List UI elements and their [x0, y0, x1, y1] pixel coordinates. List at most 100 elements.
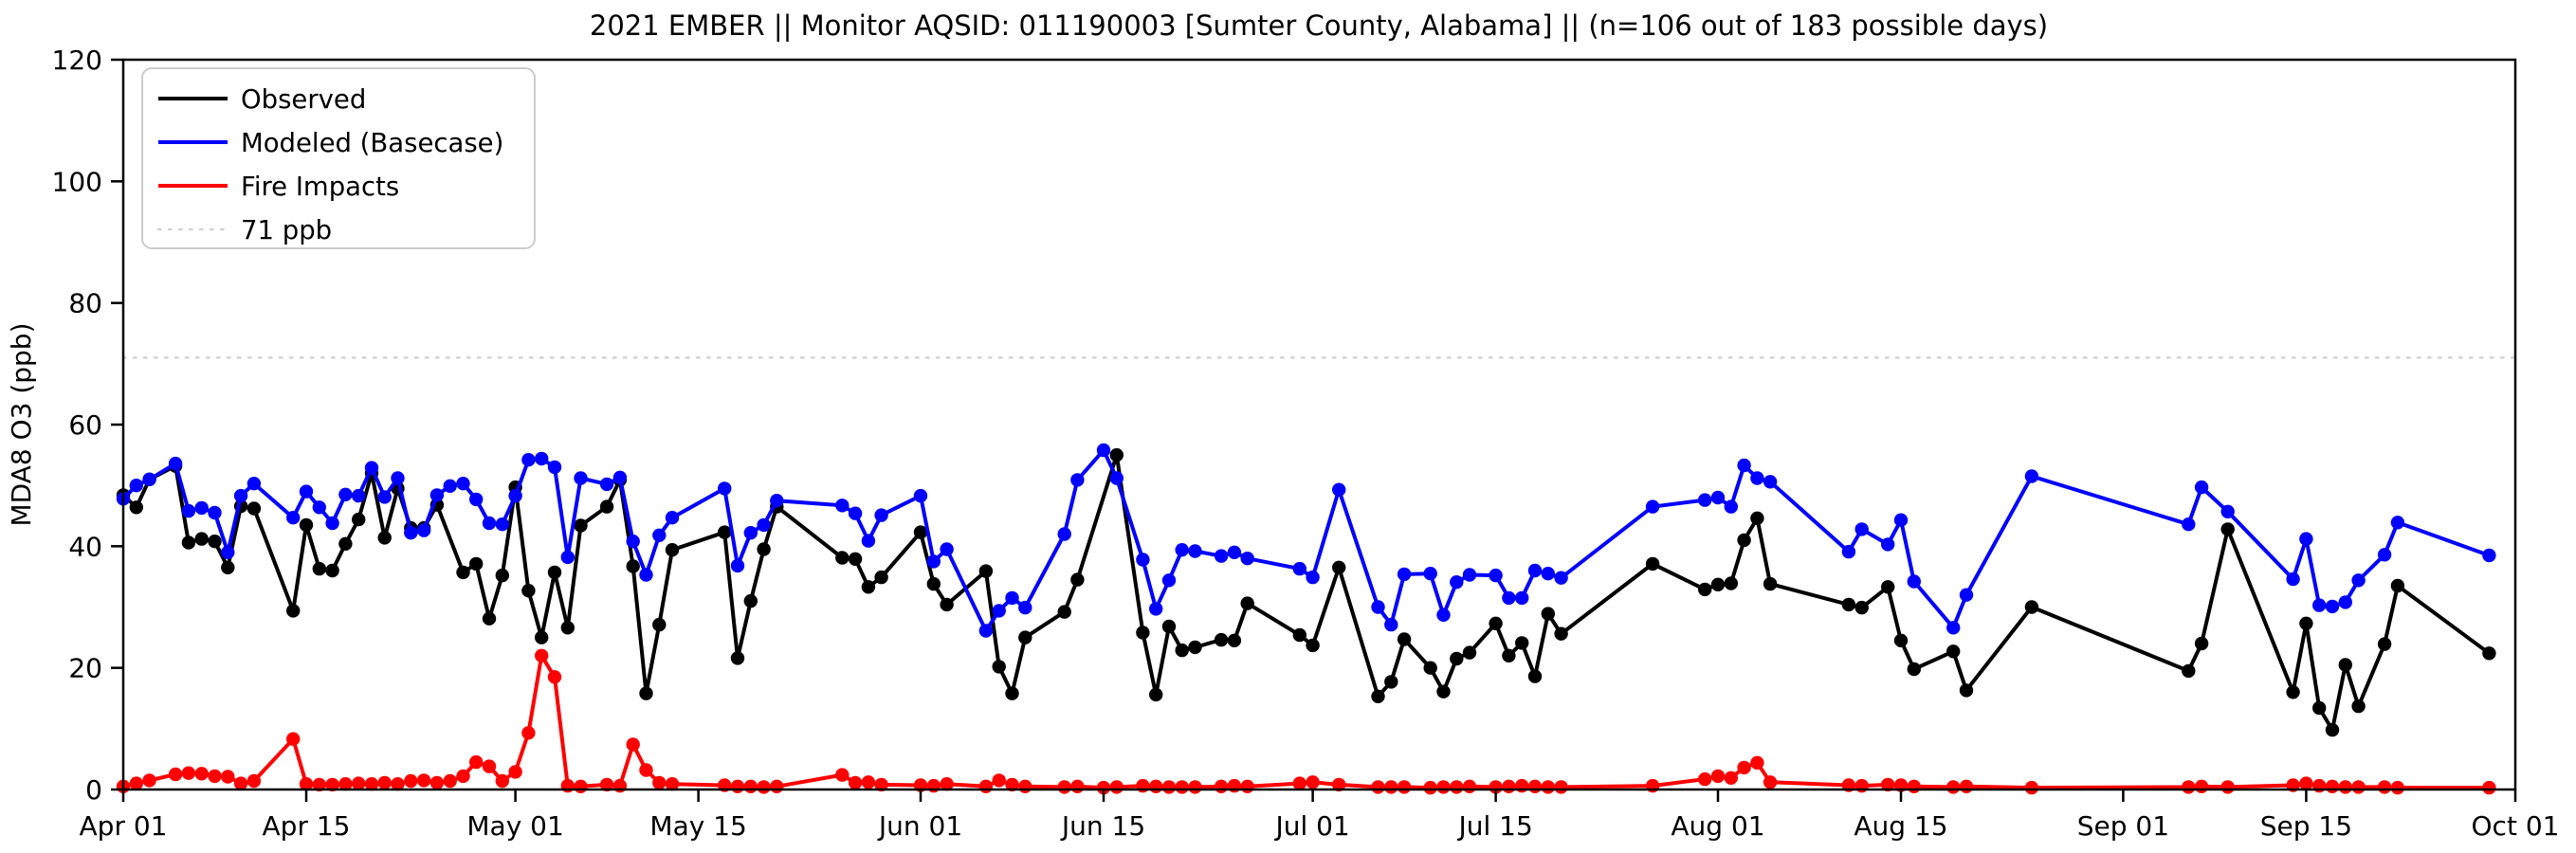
data-point-modeled-basecase-: [757, 517, 771, 533]
data-point-modeled-basecase-: [1018, 600, 1032, 615]
x-tick-label: May 15: [649, 810, 746, 842]
data-point-modeled-basecase-: [1502, 590, 1516, 606]
data-point-modeled-basecase-: [612, 470, 628, 484]
data-point-fire-impacts: [2338, 780, 2352, 794]
data-point-modeled-basecase-: [1240, 552, 1254, 566]
data-point-observed: [1462, 645, 1477, 660]
data-point-fire-impacts: [665, 777, 680, 791]
data-point-fire-impacts: [1450, 780, 1464, 794]
data-point-observed: [194, 532, 209, 546]
data-point-fire-impacts: [1946, 780, 1961, 794]
data-point-fire-impacts: [129, 776, 143, 790]
data-point-fire-impacts: [2299, 776, 2313, 790]
data-point-fire-impacts: [2194, 779, 2209, 793]
data-point-observed: [1502, 648, 1516, 662]
x-tick-label: Jul 01: [1273, 810, 1349, 842]
data-point-observed: [1161, 619, 1177, 634]
data-point-modeled-basecase-: [208, 505, 222, 520]
data-point-modeled-basecase-: [874, 508, 888, 522]
data-point-modeled-basecase-: [1841, 544, 1856, 559]
data-point-modeled-basecase-: [1527, 563, 1543, 578]
data-point-modeled-basecase-: [469, 492, 484, 507]
data-point-modeled-basecase-: [2024, 469, 2039, 483]
data-point-fire-impacts: [1332, 777, 1346, 792]
data-point-modeled-basecase-: [665, 511, 680, 525]
data-point-observed: [2024, 600, 2039, 614]
data-point-modeled-basecase-: [926, 554, 941, 569]
data-point-fire-impacts: [1057, 780, 1071, 794]
x-tick-label: Apr 01: [80, 810, 168, 842]
data-point-observed: [1854, 600, 1869, 615]
data-point-fire-impacts: [142, 773, 156, 788]
data-point-observed: [352, 512, 366, 527]
data-point-modeled-basecase-: [2390, 516, 2405, 530]
data-point-fire-impacts: [1384, 780, 1398, 794]
data-point-fire-impacts: [1502, 779, 1516, 793]
data-point-fire-impacts: [1371, 780, 1385, 794]
data-point-observed: [1515, 636, 1529, 650]
data-point-observed: [1841, 597, 1856, 612]
data-point-fire-impacts: [299, 777, 314, 791]
data-point-observed: [874, 570, 888, 585]
data-point-fire-impacts: [2482, 780, 2496, 795]
data-point-observed: [2182, 663, 2196, 679]
data-point-modeled-basecase-: [1096, 443, 1111, 458]
data-point-observed: [338, 536, 353, 551]
data-point-modeled-basecase-: [338, 487, 353, 501]
data-point-observed: [1175, 643, 1189, 658]
data-point-modeled-basecase-: [1698, 493, 1712, 507]
data-point-modeled-basecase-: [1057, 527, 1071, 541]
data-point-modeled-basecase-: [364, 461, 379, 475]
data-point-modeled-basecase-: [1332, 482, 1346, 497]
data-point-fire-impacts: [404, 773, 418, 789]
y-tick-label: 0: [85, 774, 102, 806]
data-point-observed: [1737, 533, 1751, 548]
data-point-observed: [1109, 447, 1124, 463]
data-point-fire-impacts: [508, 765, 522, 779]
data-point-fire-impacts: [978, 779, 994, 793]
data-point-observed: [2338, 658, 2352, 672]
data-point-observed: [730, 651, 745, 665]
data-point-modeled-basecase-: [770, 494, 784, 508]
data-point-modeled-basecase-: [495, 517, 509, 532]
data-point-fire-impacts: [1763, 775, 1778, 789]
data-point-modeled-basecase-: [992, 604, 1006, 618]
data-point-observed: [208, 535, 222, 549]
data-point-fire-impacts: [443, 773, 457, 789]
data-point-fire-impacts: [626, 737, 640, 752]
data-point-modeled-basecase-: [743, 526, 758, 540]
data-point-modeled-basecase-: [574, 471, 588, 485]
data-point-observed: [535, 630, 549, 644]
data-point-modeled-basecase-: [2351, 573, 2366, 588]
data-point-observed: [1893, 633, 1909, 647]
data-point-modeled-basecase-: [1214, 549, 1229, 563]
y-axis-label: MDA8 O3 (ppb): [6, 322, 37, 526]
data-point-fire-impacts: [233, 776, 248, 790]
data-point-fire-impacts: [1710, 769, 1726, 784]
x-tick-label: Oct 01: [2472, 810, 2560, 842]
data-point-observed: [652, 617, 667, 632]
data-point-modeled-basecase-: [1371, 600, 1385, 614]
data-point-fire-impacts: [1214, 779, 1229, 793]
data-point-fire-impacts: [325, 777, 339, 792]
data-point-modeled-basecase-: [1710, 490, 1726, 505]
data-point-fire-impacts: [286, 732, 301, 746]
data-point-observed: [547, 565, 562, 580]
data-point-fire-impacts: [364, 777, 379, 791]
data-point-observed: [1332, 560, 1346, 574]
data-point-modeled-basecase-: [940, 542, 954, 556]
data-point-fire-impacts: [2351, 780, 2366, 794]
data-point-fire-impacts: [352, 776, 366, 790]
data-point-observed: [560, 621, 575, 635]
data-point-fire-impacts: [1737, 760, 1751, 775]
data-point-observed: [2377, 637, 2392, 651]
x-tick-label: Jun 01: [877, 810, 962, 842]
data-point-observed: [1436, 684, 1451, 699]
data-point-modeled-basecase-: [325, 516, 339, 531]
data-point-fire-impacts: [1907, 779, 1922, 793]
data-point-modeled-basecase-: [286, 511, 301, 525]
legend-box: [141, 67, 536, 249]
data-point-fire-impacts: [194, 767, 209, 781]
data-point-fire-impacts: [456, 769, 470, 784]
data-point-modeled-basecase-: [2286, 572, 2300, 587]
